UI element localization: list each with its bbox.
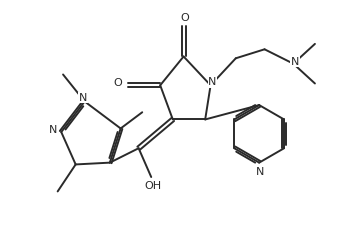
Text: O: O bbox=[180, 13, 189, 23]
Text: O: O bbox=[113, 78, 122, 89]
Text: N: N bbox=[49, 125, 58, 135]
Text: OH: OH bbox=[144, 181, 162, 191]
Text: N: N bbox=[208, 77, 217, 87]
Text: N: N bbox=[291, 57, 299, 67]
Text: N: N bbox=[256, 167, 264, 177]
Text: N: N bbox=[79, 93, 87, 103]
